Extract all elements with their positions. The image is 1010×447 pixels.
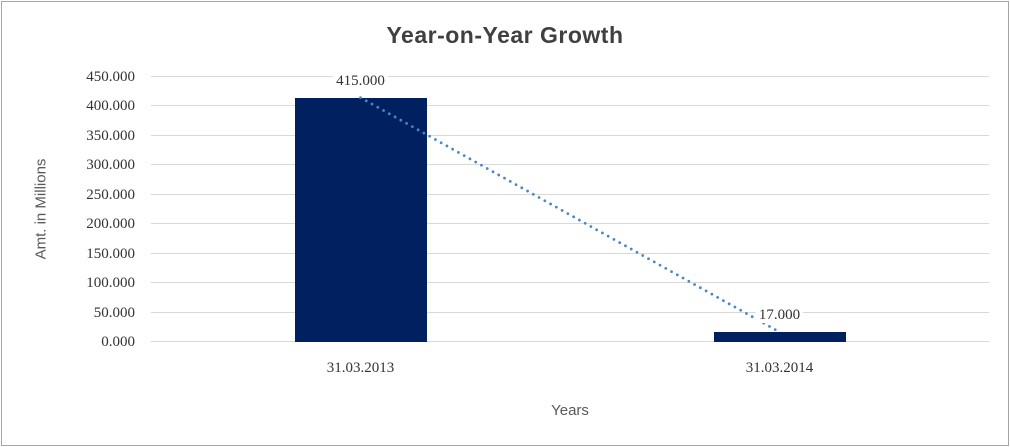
- gridline: [151, 341, 989, 342]
- gridline: [151, 311, 989, 313]
- y-tick-label: 400.000: [86, 98, 135, 115]
- y-tick-label: 100.000: [86, 275, 135, 292]
- gridline: [151, 105, 989, 107]
- y-tick-label: 300.000: [86, 157, 135, 174]
- data-label: 17.000: [720, 306, 840, 324]
- x-category-label: 31.03.2014: [745, 360, 814, 376]
- bar: [713, 332, 846, 342]
- data-label: 415.000: [301, 72, 421, 90]
- y-tick-label: 150.000: [86, 245, 135, 262]
- x-axis-title: Years: [551, 402, 589, 419]
- bar: [294, 98, 427, 342]
- y-tick-label: 350.000: [86, 127, 135, 144]
- y-tick-label: 0.000: [101, 334, 135, 350]
- plot-area: [151, 76, 989, 342]
- gridline: [151, 76, 989, 77]
- x-category-label: 31.03.2013: [326, 360, 395, 376]
- y-tick-label: 250.000: [86, 186, 135, 203]
- gridline: [151, 134, 989, 136]
- gridline: [151, 223, 989, 225]
- y-tick-label: 50.000: [93, 304, 135, 321]
- gridline: [151, 252, 989, 254]
- y-tick-label: 450.000: [86, 69, 135, 85]
- gridline: [151, 282, 989, 284]
- gridline: [151, 193, 989, 195]
- gridline: [151, 164, 989, 166]
- y-tick-label: 200.000: [86, 216, 135, 233]
- chart-title: Year-on-Year Growth: [386, 22, 624, 48]
